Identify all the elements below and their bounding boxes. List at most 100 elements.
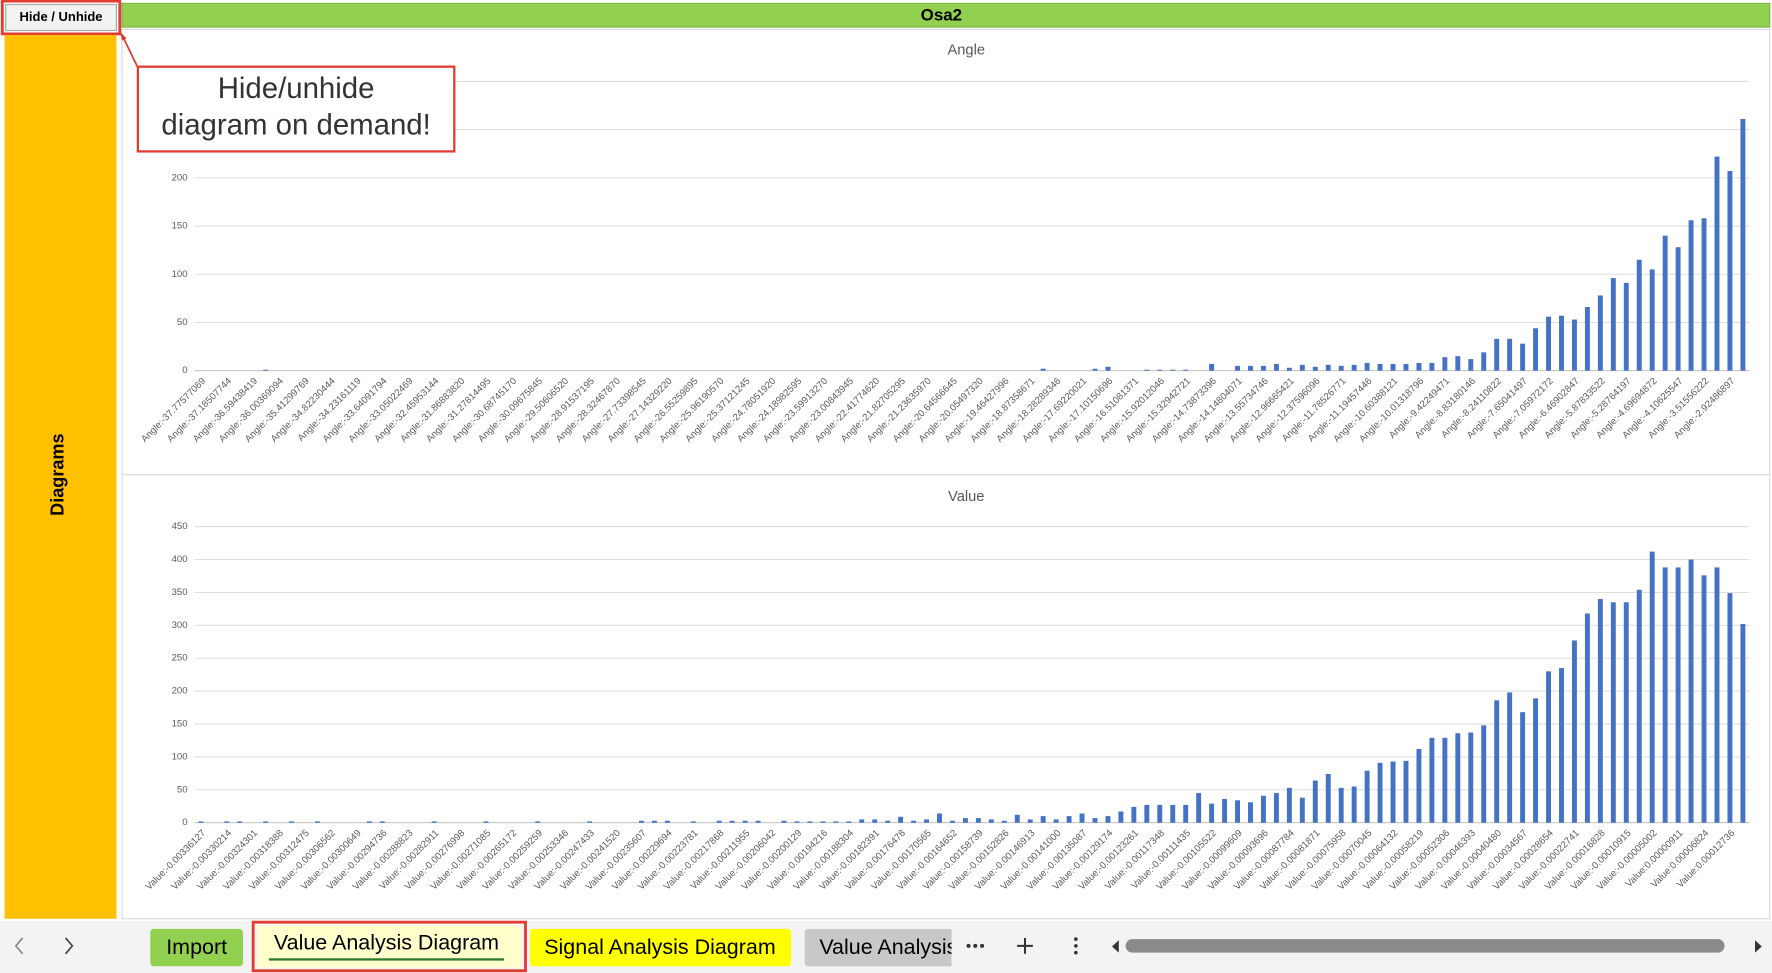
bar <box>483 821 489 823</box>
bar <box>1688 220 1694 371</box>
bar <box>1675 247 1681 371</box>
bar <box>1571 640 1577 823</box>
bar <box>962 818 968 823</box>
button-highlight <box>0 0 122 36</box>
sheet-tab[interactable] <box>804 928 963 967</box>
bar <box>1170 369 1176 371</box>
sheet-tab-label[interactable]: Value Analysis <box>819 935 957 959</box>
bar <box>1235 365 1240 371</box>
bar <box>1183 369 1189 371</box>
tab-options-button[interactable] <box>1074 937 1078 955</box>
bar <box>315 821 320 823</box>
bar <box>820 821 826 823</box>
bar <box>1131 806 1137 823</box>
bar <box>289 821 295 823</box>
bar <box>1597 295 1603 371</box>
bar <box>807 821 813 823</box>
sheet-tab-label[interactable]: Value Analysis Diagram <box>274 930 499 954</box>
bar <box>1299 797 1305 823</box>
bar <box>1507 692 1513 823</box>
bar <box>1701 218 1707 371</box>
bar <box>1416 749 1422 823</box>
chart-frame <box>121 474 1771 920</box>
bar <box>1118 811 1124 823</box>
hscroll-left[interactable] <box>1112 940 1119 953</box>
sheet-tab-label[interactable]: Signal Analysis Diagram <box>544 935 776 959</box>
bar <box>1649 551 1655 823</box>
bar <box>1468 732 1474 823</box>
bar <box>1481 725 1487 823</box>
bar <box>1092 818 1098 823</box>
bar <box>1248 365 1253 371</box>
bar <box>1701 575 1707 823</box>
bar <box>885 820 891 823</box>
add-sheet-button[interactable] <box>1017 937 1033 954</box>
sheet-tab-label[interactable]: Import <box>166 935 227 959</box>
bar <box>1610 602 1616 823</box>
y-tick-label: 300 <box>172 620 188 631</box>
bar <box>1273 793 1279 823</box>
bar <box>1559 315 1564 371</box>
bar <box>1727 593 1733 823</box>
bar <box>1649 269 1655 371</box>
y-tick-label: 100 <box>172 751 188 762</box>
y-tick-label: 0 <box>182 365 187 376</box>
bar <box>366 821 372 823</box>
bar <box>911 820 917 823</box>
bar <box>1157 369 1163 371</box>
bar <box>1040 368 1046 371</box>
bar <box>1623 602 1629 823</box>
sidebar-label: Diagrams <box>48 433 68 515</box>
bar <box>1053 819 1059 823</box>
bar <box>1170 804 1176 823</box>
bar <box>1351 786 1357 823</box>
toggle-button-label[interactable]: Hide / Unhide <box>20 9 103 24</box>
bar <box>1312 780 1318 823</box>
bar <box>1442 357 1448 371</box>
callout-text: Hide/unhide <box>218 72 375 105</box>
bar <box>846 821 852 823</box>
bar <box>1675 567 1681 823</box>
bar <box>587 821 593 823</box>
bar <box>975 818 981 823</box>
y-tick-label: 50 <box>177 784 188 795</box>
toggle-button[interactable] <box>5 3 117 32</box>
sheet-tab[interactable] <box>150 928 243 967</box>
bar <box>937 813 942 823</box>
bar <box>1584 307 1590 371</box>
bar <box>1546 671 1551 823</box>
y-tick-label: 150 <box>172 221 188 232</box>
y-tick-label: 100 <box>172 269 188 280</box>
bar <box>1442 737 1448 823</box>
bar <box>716 820 722 823</box>
bar <box>1546 316 1551 371</box>
scroll-left-button[interactable] <box>14 937 24 955</box>
bar <box>1559 668 1564 823</box>
bar <box>1740 118 1746 371</box>
bar <box>1455 356 1461 371</box>
y-tick-label: 400 <box>172 554 188 565</box>
bar <box>1455 733 1461 823</box>
bar <box>198 821 204 823</box>
bar <box>1260 365 1266 371</box>
bar <box>638 820 644 823</box>
bar <box>1209 803 1215 823</box>
bar <box>1196 793 1202 823</box>
bar <box>1351 364 1357 371</box>
hscroll-thumb[interactable] <box>1125 939 1725 953</box>
callout-text: diagram on demand! <box>161 108 430 141</box>
y-tick-label: 350 <box>172 587 188 598</box>
bar <box>1001 820 1007 823</box>
more-tabs-button[interactable] <box>966 943 985 948</box>
bar <box>1325 774 1331 823</box>
sheet-tab[interactable] <box>530 928 792 967</box>
hscroll-right[interactable] <box>1755 940 1762 953</box>
bar <box>1429 737 1435 823</box>
bar <box>1727 171 1733 371</box>
bar <box>1662 567 1668 823</box>
scroll-right-button[interactable] <box>64 937 74 955</box>
y-tick-label: 50 <box>177 317 188 328</box>
bar <box>1325 364 1331 371</box>
bar <box>1157 804 1163 823</box>
